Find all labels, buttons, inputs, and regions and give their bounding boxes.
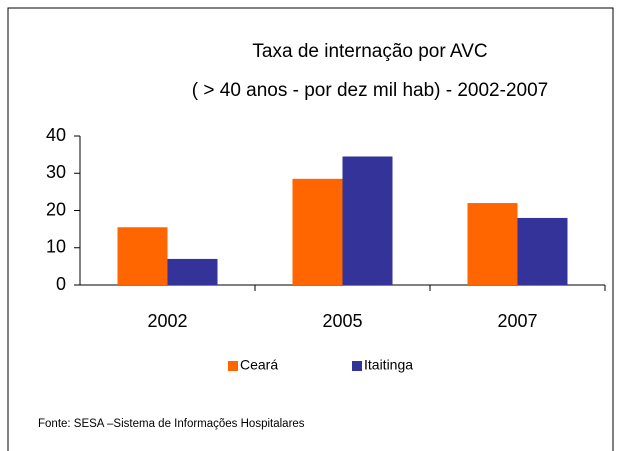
y-tick-label: 10 (46, 237, 66, 257)
source-note: Fonte: SESA –Sistema de Informações Hosp… (38, 418, 305, 430)
bar (292, 178, 343, 285)
legend-label: Ceará (240, 357, 278, 373)
y-tick-label: 30 (46, 162, 66, 182)
y-tick-label: 0 (56, 274, 66, 294)
bar (517, 217, 568, 285)
frame (7, 7, 614, 451)
y-tick-label: 40 (46, 125, 66, 145)
bar (467, 203, 518, 285)
x-tick-label: 2002 (147, 311, 187, 331)
x-tick-label: 2007 (497, 311, 537, 331)
chart-subtitle: ( > 40 anos - por dez mil hab) - 2002-20… (192, 80, 548, 101)
y-tick-label: 20 (46, 199, 66, 219)
legend-swatch (228, 361, 238, 371)
x-tick-label: 2005 (322, 311, 362, 331)
bar (342, 156, 393, 285)
legend-label: Itaitinga (364, 357, 413, 373)
bar (117, 227, 168, 285)
chart-title: Taxa de internação por AVC (252, 41, 487, 62)
legend-swatch (352, 361, 362, 371)
bar (167, 258, 218, 285)
